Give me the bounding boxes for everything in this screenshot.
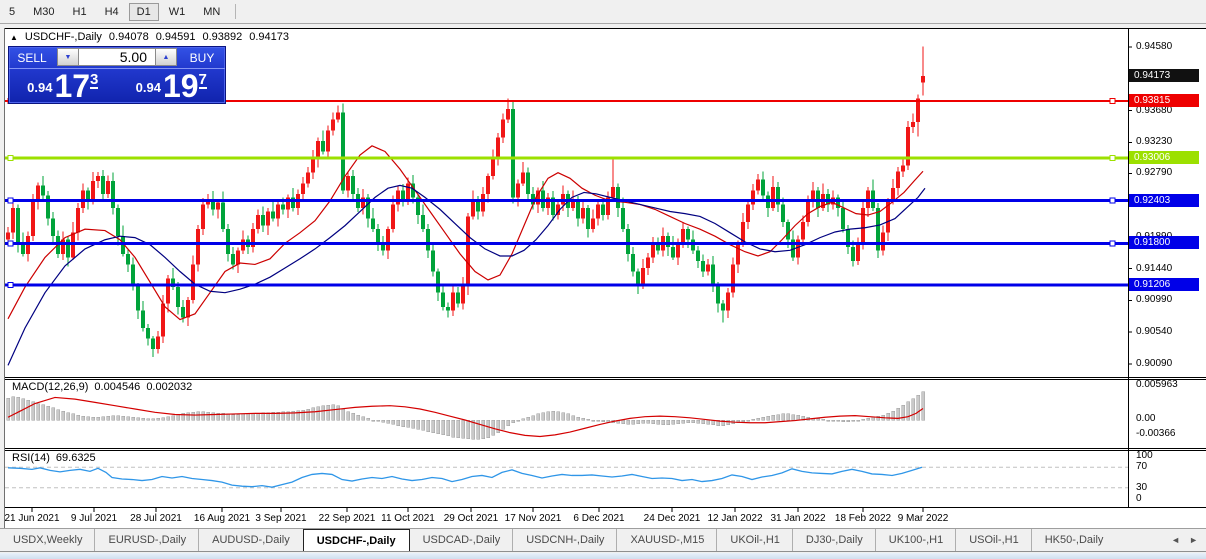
date-label: 24 Dec 2021 bbox=[643, 513, 701, 524]
tab-scroll-left-icon[interactable]: ◄ bbox=[1171, 535, 1181, 545]
volume-decrease-button[interactable]: ▼ bbox=[57, 48, 79, 66]
timeframe-button-h1[interactable]: H1 bbox=[72, 5, 87, 18]
date-label: 6 Dec 2021 bbox=[573, 513, 625, 524]
chart-title-row: ▲ USDCHF-,Daily 0.94078 0.94591 0.93892 … bbox=[10, 31, 289, 43]
tab-uk100-h1[interactable]: UK100-,H1 bbox=[874, 529, 956, 551]
buy-price-big: 19 bbox=[162, 67, 199, 104]
tab-hk50-daily[interactable]: HK50-,Daily bbox=[1030, 529, 1117, 551]
volume-input[interactable]: 5.00 bbox=[79, 48, 155, 66]
date-label: 17 Nov 2021 bbox=[504, 513, 562, 524]
trade-panel-prices: 0.94 17 3 0.94 19 7 bbox=[9, 69, 225, 103]
date-label: 18 Feb 2022 bbox=[834, 513, 892, 524]
price-level-badge: 0.92403 bbox=[1129, 193, 1199, 207]
timeframe-button-w1[interactable]: W1 bbox=[168, 5, 186, 18]
price-tick-label: 0.91440 bbox=[1136, 262, 1173, 274]
rsi-axis-label: 70 bbox=[1136, 461, 1148, 472]
date-label: 16 Aug 2021 bbox=[193, 513, 251, 524]
toolbar-separator bbox=[235, 4, 237, 19]
buy-button[interactable]: BUY bbox=[189, 50, 215, 65]
macd-axis-label: 0.00 bbox=[1136, 413, 1156, 424]
tab-usoil-h1[interactable]: USOil-,H1 bbox=[955, 529, 1032, 551]
collapse-chart-icon[interactable]: ▲ bbox=[10, 32, 18, 42]
sell-price-pip: 3 bbox=[90, 71, 99, 89]
timeframe-button-d1[interactable]: D1 bbox=[128, 2, 159, 21]
timeframe-button-m30[interactable]: M30 bbox=[33, 5, 55, 18]
tab-usdcnh-daily[interactable]: USDCNH-,Daily bbox=[512, 529, 617, 551]
rsi-axis-label: 100 bbox=[1136, 450, 1153, 461]
rsi-panel[interactable] bbox=[5, 466, 1128, 489]
one-click-trade-panel: SELL ▼ 5.00 ▲ BUY 0.94 17 3 0.94 19 7 bbox=[8, 46, 226, 104]
sell-button[interactable]: SELL bbox=[17, 50, 47, 65]
tab-scroll-right-icon[interactable]: ► bbox=[1189, 535, 1198, 545]
macd-value-main: 0.004546 bbox=[94, 381, 141, 393]
timeframe-button-mn[interactable]: MN bbox=[203, 5, 221, 18]
panel-frames bbox=[4, 28, 1206, 528]
buy-price-pip: 7 bbox=[198, 71, 207, 89]
price-level-badge: 0.91206 bbox=[1129, 278, 1199, 292]
tab-usdchf-daily[interactable]: USDCHF-,Daily bbox=[302, 529, 410, 551]
macd-axis-label: 0.005963 bbox=[1136, 379, 1178, 390]
timeframe-toolbar: 5 M30 H1 H4 D1 W1 MN bbox=[0, 0, 1206, 24]
tab-usdcad-daily[interactable]: USDCAD-,Daily bbox=[422, 534, 501, 546]
price-tick-label: 0.90090 bbox=[1136, 358, 1173, 369]
rsi-axis-label: 30 bbox=[1136, 482, 1148, 493]
chart-symbol-title: USDCHF-,Daily bbox=[24, 31, 102, 43]
date-label: 9 Jul 2021 bbox=[70, 513, 118, 524]
price-tick-label: 0.90990 bbox=[1136, 294, 1173, 306]
status-strip bbox=[0, 553, 1206, 559]
price-tick-label: 0.92790 bbox=[1136, 167, 1173, 179]
macd-axis-label: -0.00366 bbox=[1136, 428, 1176, 439]
macd-label-row: MACD(12,26,9) 0.004546 0.002032 bbox=[12, 381, 192, 393]
timeframe-button-5[interactable]: 5 bbox=[9, 5, 16, 18]
date-label: 28 Jul 2021 bbox=[130, 513, 182, 524]
ohlc-high: 0.94591 bbox=[155, 31, 196, 43]
buy-price-prefix: 0.94 bbox=[135, 80, 161, 95]
date-label: 29 Oct 2021 bbox=[443, 513, 499, 524]
ohlc-low: 0.93892 bbox=[202, 31, 243, 43]
rsi-value: 69.6325 bbox=[55, 452, 96, 464]
macd-name: MACD(12,26,9) bbox=[12, 381, 89, 393]
date-label: 31 Jan 2022 bbox=[770, 513, 826, 524]
price-level-badge: 0.91800 bbox=[1129, 236, 1199, 250]
tab-ukoil-h1[interactable]: UKOil-,H1 bbox=[716, 529, 793, 551]
buy-price[interactable]: 0.94 19 7 bbox=[119, 69, 225, 102]
price-plot[interactable] bbox=[0, 46, 1128, 366]
timeframe-button-h4[interactable]: H4 bbox=[104, 5, 119, 18]
tab-eurusd-daily[interactable]: EURUSD-,Daily bbox=[94, 529, 199, 551]
chart-tab-bar: USDX,Weekly EURUSD-,Daily AUDUSD-,Daily USD… bbox=[0, 528, 1206, 552]
candles bbox=[6, 46, 925, 357]
rsi-name: RSI(14) bbox=[12, 452, 50, 464]
date-label: 3 Sep 2021 bbox=[255, 513, 307, 524]
price-level-badge: 0.93006 bbox=[1129, 151, 1199, 165]
price-tick-label: 0.94580 bbox=[1136, 41, 1173, 52]
tab-scroll-arrows: ◄ ► bbox=[1171, 529, 1206, 551]
volume-increase-button[interactable]: ▲ bbox=[155, 48, 177, 66]
date-label: 12 Jan 2022 bbox=[707, 513, 763, 524]
price-level-badge: 0.93815 bbox=[1129, 94, 1199, 107]
sell-price-big: 17 bbox=[54, 67, 91, 104]
macd-value-signal: 0.002032 bbox=[146, 381, 193, 393]
date-label: 9 Mar 2022 bbox=[897, 513, 949, 524]
price-tick-label: 0.90540 bbox=[1136, 326, 1173, 338]
volume-stepper: ▼ 5.00 ▲ bbox=[57, 48, 177, 66]
price-tick-label: 0.93680 bbox=[1136, 104, 1173, 116]
sell-price-prefix: 0.94 bbox=[27, 80, 53, 95]
macd-panel[interactable] bbox=[6, 391, 925, 440]
trade-panel-header: SELL ▼ 5.00 ▲ BUY bbox=[9, 47, 225, 69]
rsi-label-row: RSI(14) 69.6325 bbox=[12, 452, 96, 464]
tab-audusd-daily[interactable]: AUDUSD-,Daily bbox=[198, 529, 303, 551]
current-price-badge: 0.94173 bbox=[1129, 68, 1199, 82]
tab-usdx-weekly[interactable]: USDX,Weekly bbox=[13, 534, 83, 546]
price-tick-label: 0.93230 bbox=[1136, 136, 1173, 148]
tab-dj30-daily[interactable]: DJ30-,Daily bbox=[791, 529, 876, 551]
ohlc-open: 0.94078 bbox=[108, 31, 149, 43]
tab-xauusd-m15[interactable]: XAUUSD-,M15 bbox=[616, 529, 717, 551]
ohlc-close: 0.94173 bbox=[249, 31, 289, 43]
sell-price[interactable]: 0.94 17 3 bbox=[10, 69, 116, 102]
rsi-axis-label: 0 bbox=[1136, 493, 1142, 504]
date-label: 22 Sep 2021 bbox=[318, 513, 376, 524]
date-label: 21 Jun 2021 bbox=[4, 513, 60, 524]
date-label: 11 Oct 2021 bbox=[381, 513, 435, 524]
